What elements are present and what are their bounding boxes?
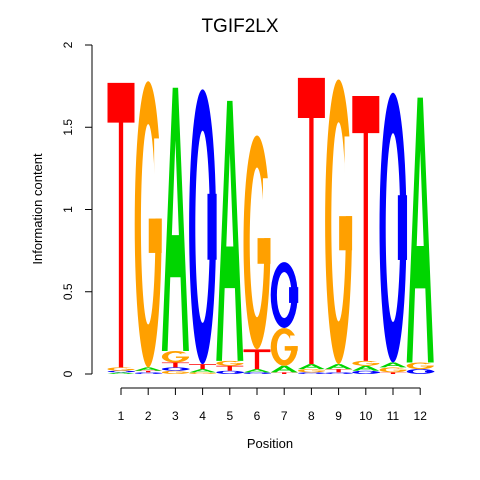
x-tick-label: 6	[254, 409, 261, 423]
letter-G-pos-7	[270, 327, 299, 366]
letter-A-pos-4	[189, 369, 217, 373]
letter-C-pos-11	[379, 92, 408, 363]
y-tick-label: 0.5	[61, 283, 75, 300]
letter-A-pos-3	[161, 87, 189, 351]
y-axis-label: Information content	[30, 153, 45, 265]
letter-T-pos-5	[216, 365, 244, 371]
letter-C-pos-1	[107, 370, 136, 373]
letter-A-pos-7	[270, 365, 298, 373]
letter-T-pos-11	[379, 372, 407, 374]
letter-T-pos-2	[134, 370, 162, 373]
x-tick-label: 11	[387, 409, 400, 423]
letter-T-pos-3	[161, 362, 189, 368]
letter-C-pos-12	[406, 369, 435, 374]
letter-A-pos-8	[297, 364, 325, 370]
letter-G-pos-4	[189, 372, 217, 374]
letter-G-pos-3	[161, 350, 190, 363]
x-tick-label: 8	[308, 409, 315, 423]
y-tick-label: 2	[61, 41, 75, 48]
letter-A-pos-5	[216, 100, 244, 361]
x-tick-label: 5	[226, 409, 233, 423]
x-tick-label: 4	[199, 409, 206, 423]
letter-A-pos-1	[107, 372, 135, 374]
x-tick-label: 10	[359, 409, 373, 423]
letter-C-pos-3	[161, 367, 190, 371]
letter-G-pos-1	[107, 367, 136, 371]
y-tick-label: 0	[61, 370, 75, 377]
letter-G-pos-6	[243, 135, 272, 350]
letter-T-pos-8	[297, 77, 325, 365]
letter-T-pos-4	[189, 364, 217, 370]
letter-G-pos-5	[216, 360, 244, 366]
letter-T-pos-6	[243, 349, 271, 370]
x-tick-label: 2	[145, 409, 152, 423]
letter-G-pos-3	[161, 370, 190, 374]
letter-C-pos-5	[216, 370, 244, 374]
x-tick-label: 7	[281, 409, 288, 423]
letter-T-pos-10	[352, 95, 380, 361]
letter-C-pos-4	[189, 89, 217, 365]
letter-A-pos-6	[243, 369, 271, 373]
x-axis-label: Position	[247, 436, 293, 451]
chart-title: TGIF2LX	[201, 16, 278, 37]
letter-A-pos-2	[134, 367, 162, 371]
letter-A-pos-10	[352, 365, 380, 371]
letter-C-pos-10	[352, 370, 380, 374]
letter-C-pos-6	[243, 372, 272, 374]
letter-C-pos-2	[134, 372, 163, 374]
letter-A-pos-9	[325, 364, 353, 370]
x-tick-label: 1	[118, 409, 125, 423]
x-tick-label: 9	[335, 409, 342, 423]
letter-T-pos-1	[107, 82, 135, 368]
letter-G-pos-9	[325, 79, 353, 365]
letter-C-pos-8	[297, 372, 326, 374]
x-axis: 1 2 3 4 5 6 7 8 9 10 11 12	[118, 387, 428, 423]
x-tick-label: 3	[172, 409, 179, 423]
letter-G-pos-10	[352, 360, 380, 366]
letter-G-pos-8	[297, 369, 326, 373]
letter-G-pos-2	[134, 81, 163, 368]
letter-C-pos-9	[325, 372, 353, 374]
x-tick-label: 12	[414, 409, 428, 423]
letter-A-pos-11	[379, 362, 407, 368]
y-tick-label: 1	[61, 206, 75, 213]
letter-T-pos-9	[325, 369, 353, 373]
y-tick-label: 1.5	[61, 119, 75, 136]
y-axis: 0 0.5 1 1.5 2	[61, 41, 93, 377]
letter-G-pos-11	[379, 367, 408, 373]
plot-area	[107, 77, 435, 374]
letter-T-pos-7	[270, 372, 298, 374]
letter-C-pos-7	[270, 262, 299, 328]
letter-G-pos-12	[406, 362, 435, 370]
letter-A-pos-12	[406, 97, 434, 363]
